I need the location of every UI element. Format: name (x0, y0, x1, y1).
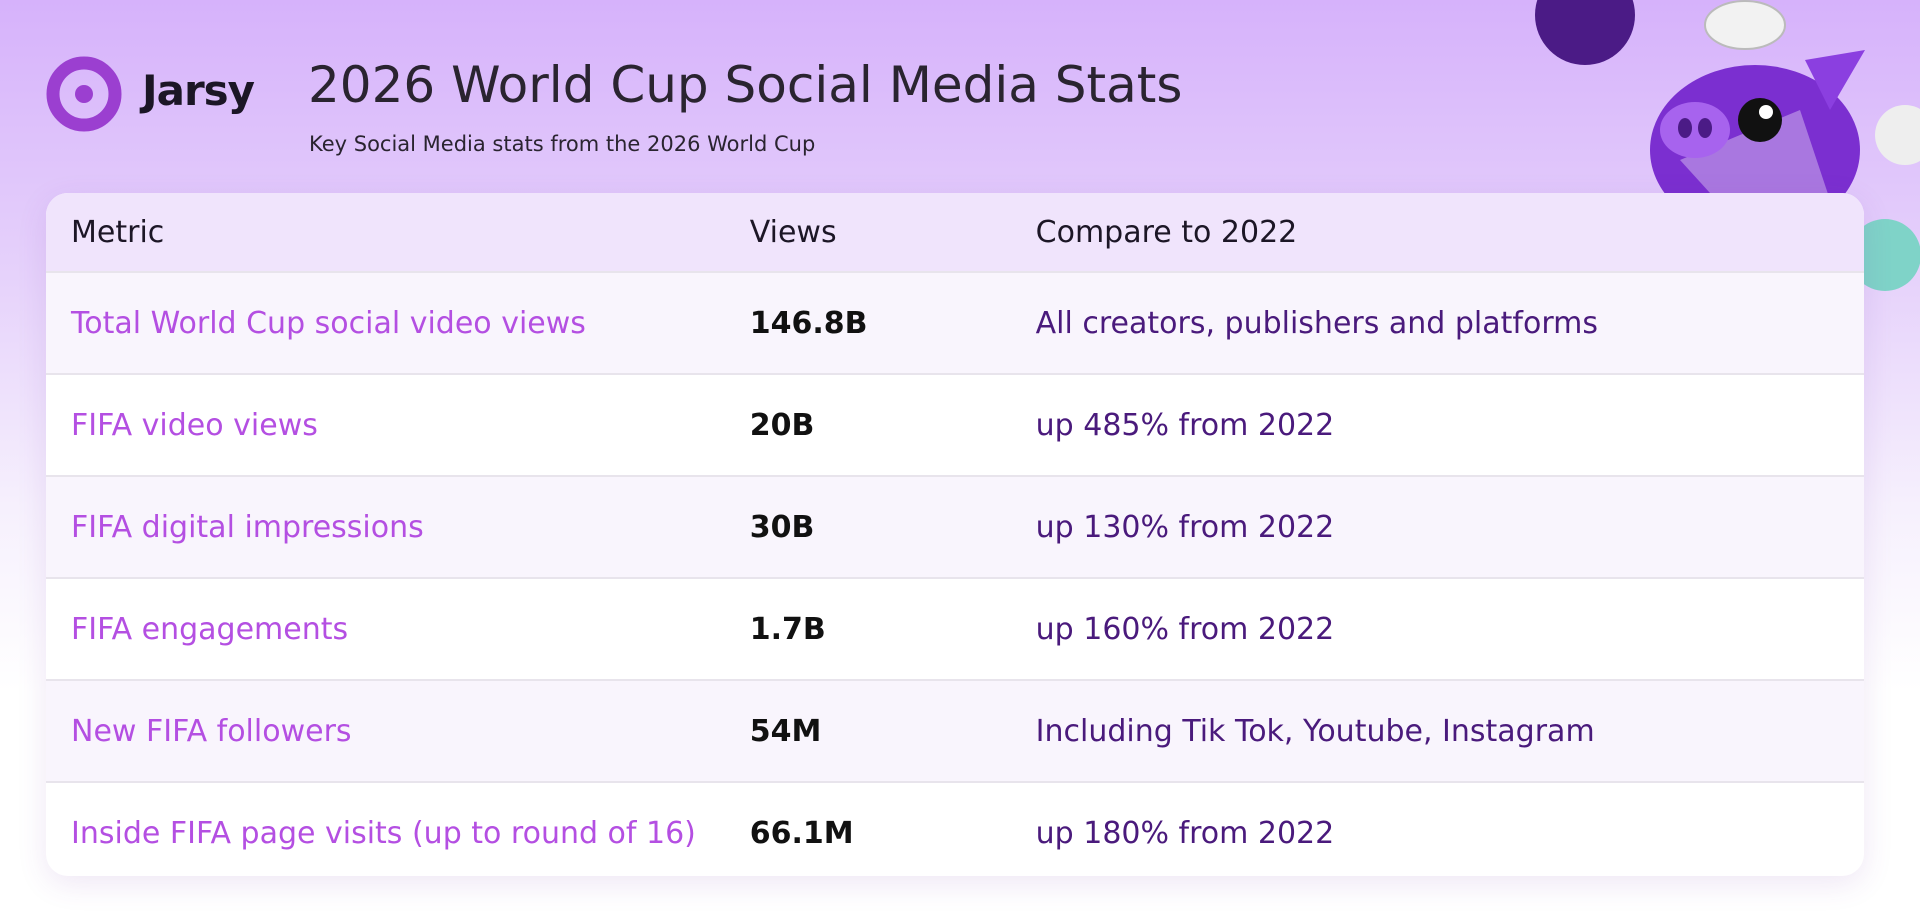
header-row: Metric Views Compare to 2022 (46, 193, 1864, 272)
decoration (1535, 0, 1920, 291)
table-body: Total World Cup social video views 146.8B… (46, 271, 1864, 876)
compare-cell: All creators, publishers and platforms (1010, 271, 1864, 374)
metric-cell: FIFA digital impressions (46, 475, 725, 578)
compare-cell: up 180% from 2022 (1010, 781, 1864, 876)
table-row: FIFA video views 20B up 485% from 2022 (46, 373, 1864, 476)
compare-cell: up 485% from 2022 (1010, 373, 1864, 476)
table-row: Total World Cup social video views 146.8B… (46, 271, 1864, 374)
views-cell: 20B (724, 373, 1011, 476)
column-header: Metric (46, 193, 725, 272)
brand-name: Jarsy (142, 66, 255, 115)
views-cell: 54M (724, 679, 1011, 782)
page-subtitle: Key Social Media stats from the 2026 Wor… (309, 132, 816, 156)
compare-cell: up 130% from 2022 (1010, 475, 1864, 578)
views-cell: 30B (724, 475, 1011, 578)
compare-cell: Including Tik Tok, Youtube, Instagram (1010, 679, 1864, 782)
table-row: New FIFA followers 54M Including Tik Tok, … (46, 679, 1864, 782)
table-row: FIFA engagements 1.7B up 160% from 2022 (46, 577, 1864, 680)
table-row: Inside FIFA page visits (up to round of … (46, 781, 1864, 876)
metric-cell: Inside FIFA page visits (up to round of … (46, 781, 725, 876)
table-row: FIFA digital impressions 30B up 130% from … (46, 475, 1864, 578)
views-cell: 1.7B (724, 577, 1011, 680)
logo-icon (46, 56, 122, 132)
metric-cell: Total World Cup social video views (46, 271, 725, 374)
compare-cell: up 160% from 2022 (1010, 577, 1864, 680)
metric-cell: FIFA engagements (46, 577, 725, 680)
views-cell: 146.8B (724, 271, 1011, 374)
metric-cell: FIFA video views (46, 373, 725, 476)
stats-card: Metric Views Compare to 2022 Total World C… (46, 193, 1864, 876)
column-header: Views (724, 193, 1011, 272)
page-title: 2026 World Cup Social Media Stats (308, 56, 1183, 114)
views-cell: 66.1M (724, 781, 1011, 876)
stats-table: Metric Views Compare to 2022 Total World C… (46, 193, 1864, 876)
column-header: Compare to 2022 (1010, 193, 1864, 272)
metric-cell: New FIFA followers (46, 679, 725, 782)
